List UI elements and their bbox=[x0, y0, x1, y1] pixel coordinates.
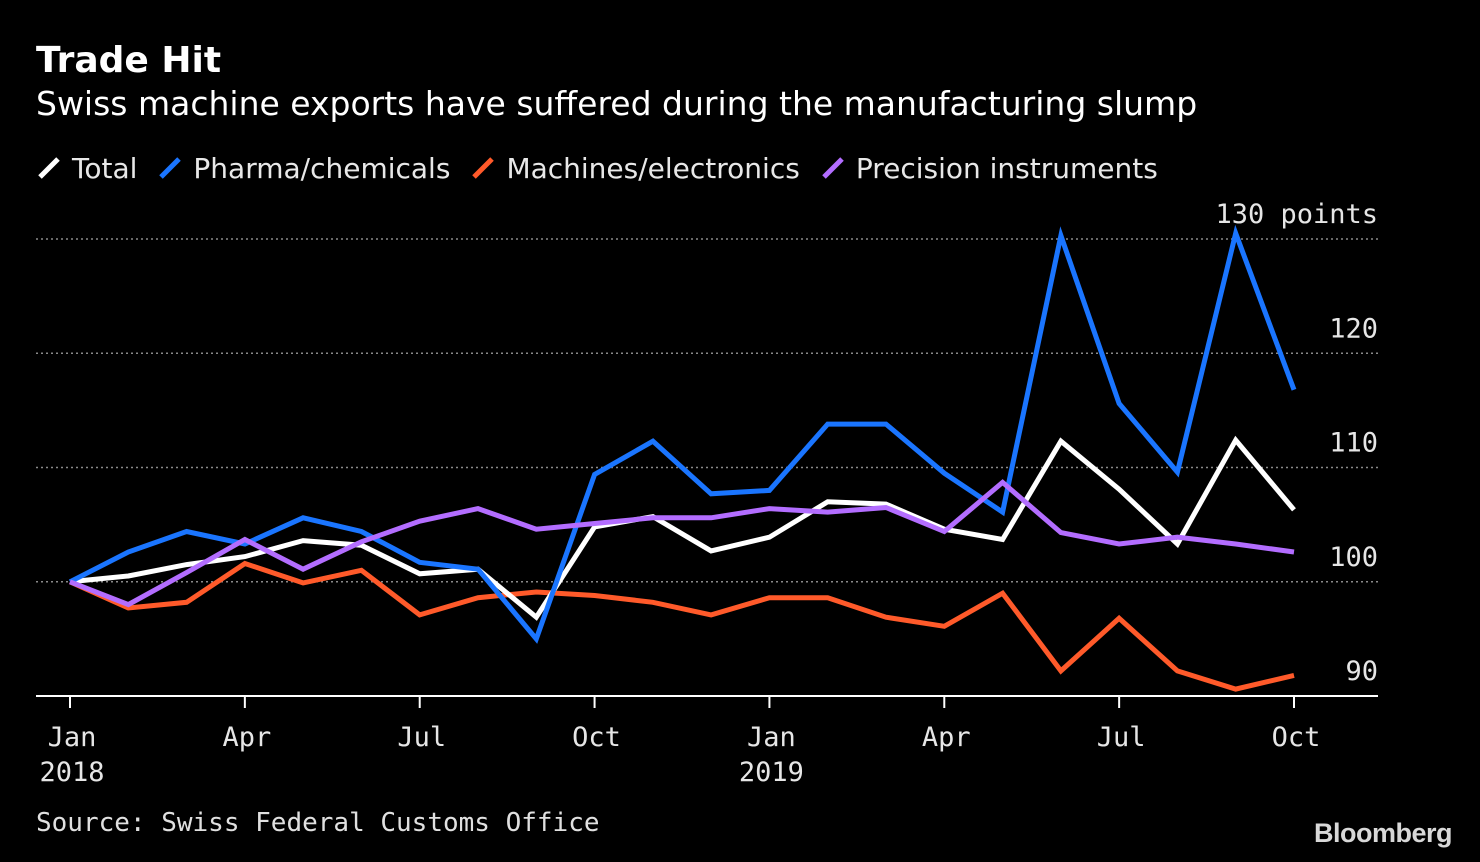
x-tick-label: Apr bbox=[222, 722, 271, 753]
series-line-machines-electronics bbox=[68, 560, 1295, 692]
y-tick-label: 110 bbox=[1329, 428, 1378, 459]
x-tick-label: Jul bbox=[1097, 722, 1146, 753]
series-line-total bbox=[69, 435, 1296, 621]
chart-legend: Total Pharma/chemicals Machines/electronic… bbox=[36, 148, 1178, 188]
legend-label: Machines/electronics bbox=[506, 151, 800, 185]
legend-item: Total bbox=[36, 152, 137, 185]
legend-swatch bbox=[472, 157, 495, 179]
legend-item: Machines/electronics bbox=[470, 151, 800, 185]
series-line-precision-instruments bbox=[69, 479, 1295, 608]
x-tick-label: Jan bbox=[48, 722, 97, 753]
series-line-pharma-chemicals bbox=[68, 224, 1297, 644]
legend-item: Pharma/chemicals bbox=[157, 152, 450, 185]
chart-title: Trade Hit bbox=[36, 40, 222, 81]
y-tick-label: 90 bbox=[1345, 656, 1378, 687]
chart-subtitle: Swiss machine exports have suffered duri… bbox=[36, 84, 1198, 123]
bloomberg-logo: Bloomberg bbox=[1313, 818, 1453, 848]
legend-swatch bbox=[822, 157, 844, 179]
x-tick-label: Jan bbox=[747, 722, 796, 753]
x-tick-year-label: 2018 bbox=[39, 757, 104, 788]
y-tick-label: 130 points bbox=[1215, 199, 1378, 230]
legend-label: Total bbox=[72, 151, 138, 185]
y-tick-label: 100 bbox=[1329, 542, 1378, 573]
x-tick-year-label: 2019 bbox=[739, 757, 804, 788]
legend-swatch bbox=[159, 157, 182, 179]
x-tick-label: Oct bbox=[1272, 722, 1321, 753]
source-note: Source: Swiss Federal Customs Office bbox=[36, 808, 600, 838]
legend-item: Precision instruments bbox=[820, 152, 1158, 185]
x-tick-label: Oct bbox=[572, 722, 621, 753]
x-tick-label: Jul bbox=[397, 722, 446, 753]
legend-label: Pharma/chemicals bbox=[193, 151, 451, 185]
legend-label: Precision instruments bbox=[855, 151, 1158, 185]
legend-swatch bbox=[38, 157, 60, 179]
y-tick-label: 120 bbox=[1329, 313, 1378, 344]
x-tick-label: Apr bbox=[922, 722, 971, 753]
